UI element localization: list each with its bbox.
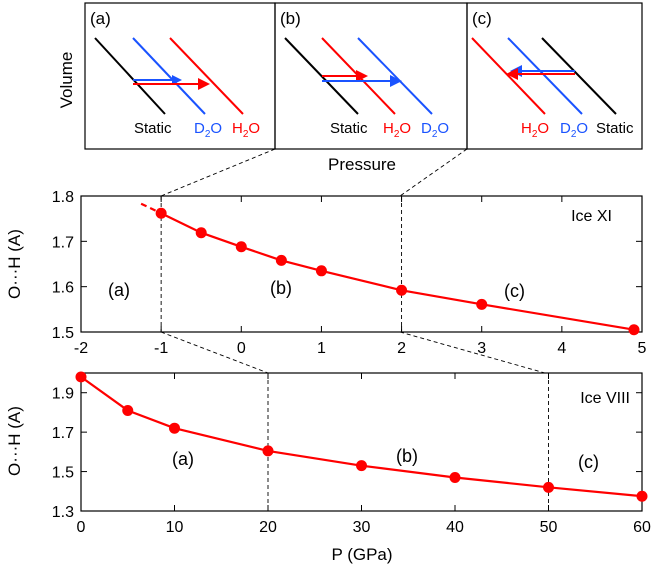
ice-xi-xtick-label: 5 [638,340,647,357]
panel-c-frame [466,2,643,150]
ice-viii-xtick-label: 50 [540,519,558,536]
d2o-label-c: D2O [560,120,588,140]
ice-viii-xtick-label: 10 [166,519,184,536]
d2o-line-a [132,37,206,115]
ice-xi-dashed-extension [140,202,162,215]
ice-viii-xlabel: P (GPa) [331,545,392,564]
panel-b-letter: (b) [280,9,301,28]
ice-xi-region-a: (a) [108,280,130,300]
d2o-line-b [357,37,433,115]
static-label-a: Static [134,120,172,137]
connector-1 [160,148,276,197]
ice-xi-data-point [476,298,488,310]
panel-c-letter: (c) [472,9,492,28]
ice-xi-ytick-label: 1.8 [52,189,74,206]
h2o-line-c [471,37,546,115]
h2o-label-a: H2O [232,120,260,140]
ice-viii-ytick-label: 1.9 [52,386,74,403]
ice-viii-data-point [356,460,367,472]
pressure-label: Pressure [328,155,396,174]
ice-viii-ytick-label: 1.5 [52,465,74,482]
d2o-arrowhead-a [172,75,182,85]
h2o-label-b: H2O [383,120,411,140]
h2o-label-c: H2O [521,120,549,140]
ice-xi-xtick-label: -2 [74,340,88,357]
ice-viii-xtick-label: 40 [446,519,464,536]
ice-viii-plot-frame [80,372,643,512]
ice-viii-region-a: (a) [172,449,194,469]
ice-viii-xtick-label: 30 [353,519,371,536]
ice-viii-data-point [449,471,461,483]
ice-xi-ylabel: O···H (A) [5,229,24,299]
h2o-line-a [169,37,244,115]
ice-viii-data-point [75,371,87,383]
ice-viii-ylabel: O···H (A) [5,406,24,476]
ice-xi-xtick-label: 4 [557,340,566,357]
ice-viii-ytick-label: 1.3 [52,504,74,521]
ice-viii-data-point [122,404,134,416]
ice-xi-ytick-label: 1.6 [52,280,74,297]
ice-viii-xtick-label: 0 [77,519,86,536]
ice-xi-title: Ice XI [571,208,612,225]
ice-viii-region-c: (c) [578,452,599,472]
ice-xi-region-b: (b) [270,278,292,298]
ice-xi-xtick-label: 2 [397,340,406,357]
ice-xi-xtick-label: 1 [317,340,326,357]
static-line-a [94,37,166,115]
h2o-arrowhead-b [356,70,368,82]
ice-xi-xtick-label: 3 [477,340,486,357]
static-line-b [284,37,359,115]
volume-label: Volume [57,52,76,109]
ice-viii-data-point [636,490,648,502]
d2o-label-b: D2O [421,120,449,140]
ice-viii-xtick-label: 60 [633,519,651,536]
ice-xi-data-point [315,265,327,277]
ice-xi-region-c: (c) [504,281,525,301]
ice-xi-data-point [195,227,207,239]
ice-viii-series-line [80,376,643,498]
h2o-arrowhead-a [198,78,210,90]
ice-viii-chart: 0 10 20 30 40 50 60 1.3 1.5 1.7 1.9 Ice VIII (a) (… [5,371,651,564]
ice-viii-data-point [262,445,274,457]
ice-xi-plot-frame [80,195,643,333]
ice-xi-ytick-label: 1.5 [52,325,74,342]
ice-viii-region-b: (b) [396,446,418,466]
ice-xi-xtick-label: -1 [154,340,168,357]
d2o-label-a: D2O [194,120,222,140]
ice-xi-data-point [155,207,167,219]
ice-xi-chart: -2 -1 0 1 2 3 4 5 1.5 1.6 1.7 1.8 Ice XI (a) (b) (c… [5,189,647,357]
d2o-line-c [507,37,583,115]
ice-viii-ytick-label: 1.7 [52,425,74,442]
connector-4 [399,331,546,374]
ice-viii-xtick-label: 20 [259,519,277,536]
connector-3 [160,331,269,374]
ice-xi-data-point [396,284,408,296]
ice-xi-data-point [275,254,287,266]
ice-xi-ytick-label: 1.7 [52,234,74,251]
ice-viii-data-point [543,481,554,493]
ice-viii-title: Ice VIII [580,390,630,407]
ice-xi-data-point [235,241,247,253]
top-panels: (a) (b) (c) Volume Pressure Static D2O H… [57,2,643,174]
panel-a-frame [84,2,276,150]
ice-xi-data-point [628,324,640,336]
static-line-c [541,37,617,115]
d2o-arrowhead-b [390,75,402,87]
ice-xi-xtick-label: 0 [237,340,246,357]
static-label-b: Static [330,120,368,137]
panel-a-letter: (a) [90,9,111,28]
connector-2 [399,148,468,197]
ice-viii-data-point [169,422,180,434]
static-label-c: Static [596,120,634,137]
ice-xi-series-line [160,212,635,331]
h2o-arrowhead-c [506,68,518,80]
